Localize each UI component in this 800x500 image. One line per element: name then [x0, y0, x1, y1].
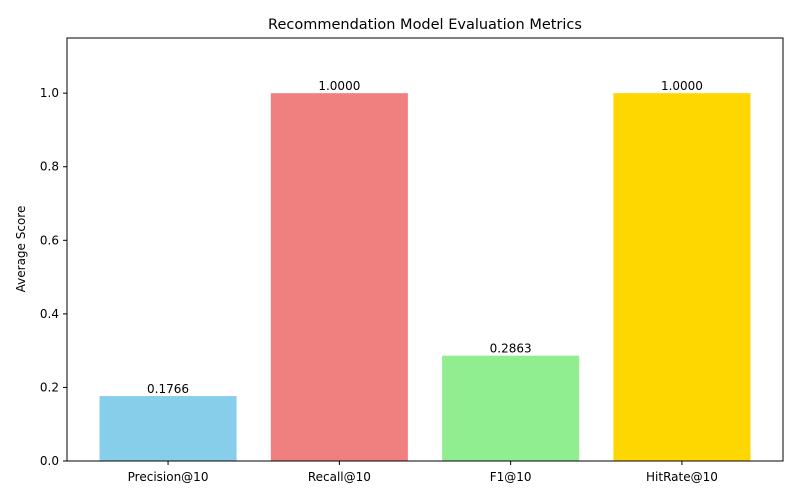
y-axis-label: Average Score [14, 206, 28, 293]
x-tick-label-f1-10: F1@10 [490, 470, 532, 484]
x-tick-label-recall-10: Recall@10 [308, 470, 371, 484]
data-label-recall-10: 1.0000 [318, 79, 360, 93]
data-label-hitrate-10: 1.0000 [661, 79, 703, 93]
bar-f1-10 [442, 355, 580, 461]
y-tick-label: 0.6 [40, 233, 59, 247]
y-axis: 0.0 0.2 0.4 0.6 0.8 1.0 [40, 86, 67, 468]
data-label-precision-10: 0.1766 [147, 382, 189, 396]
data-labels-group: 0.1766 1.0000 0.2863 1.0000 [147, 79, 703, 396]
data-label-f1-10: 0.2863 [490, 342, 532, 356]
bars-group [99, 93, 751, 461]
chart-title: Recommendation Model Evaluation Metrics [268, 17, 582, 33]
x-tick-label-hitrate-10: HitRate@10 [646, 470, 718, 484]
y-tick-label: 0.0 [40, 454, 59, 468]
bar-recall-10 [270, 93, 408, 461]
y-tick-label: 0.2 [40, 380, 59, 394]
bar-precision-10 [99, 396, 237, 461]
bar-hitrate-10 [613, 93, 751, 461]
y-tick-label: 0.4 [40, 307, 59, 321]
y-tick-label: 1.0 [40, 86, 59, 100]
x-tick-label-precision-10: Precision@10 [128, 470, 209, 484]
plot-frame [66, 37, 784, 462]
x-axis: Precision@10 Recall@10 F1@10 HitRate@10 [128, 461, 718, 484]
y-tick-label: 0.8 [40, 160, 59, 174]
